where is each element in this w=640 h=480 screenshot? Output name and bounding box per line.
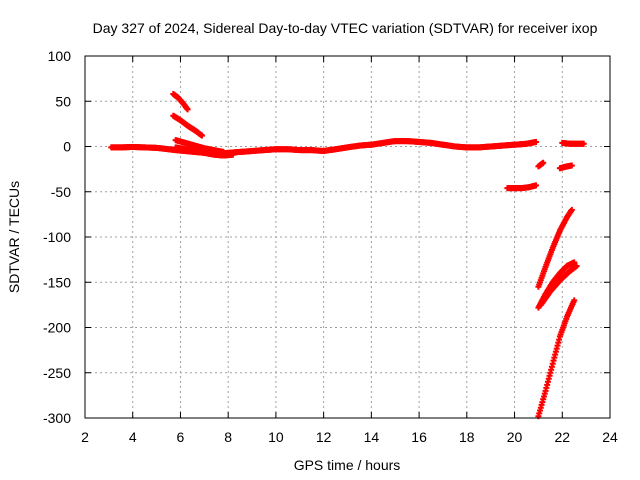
x-tick-label: 10 bbox=[268, 429, 284, 445]
series-late-short-1 bbox=[535, 159, 547, 170]
series-late-short-2 bbox=[556, 162, 575, 172]
grid bbox=[85, 56, 610, 418]
x-tick-label: 18 bbox=[459, 429, 475, 445]
data-point bbox=[198, 132, 205, 139]
x-tick-label: 24 bbox=[602, 429, 618, 445]
x-tick-label: 14 bbox=[364, 429, 380, 445]
y-tick-label: -250 bbox=[43, 365, 71, 381]
y-tick-label: -300 bbox=[43, 410, 71, 426]
series-late-flat bbox=[504, 182, 540, 192]
series-drop-3 bbox=[537, 262, 580, 308]
series-drop-4 bbox=[535, 297, 578, 420]
series-arc-2 bbox=[170, 112, 205, 139]
data-point bbox=[568, 206, 575, 213]
series-late-top bbox=[559, 139, 587, 147]
data-point bbox=[533, 138, 540, 145]
y-tick-label: 100 bbox=[48, 48, 72, 64]
data-point bbox=[184, 106, 191, 113]
series-arc-1 bbox=[170, 91, 191, 113]
y-tick-label: -100 bbox=[43, 229, 71, 245]
x-tick-label: 20 bbox=[507, 429, 523, 445]
x-tick-label: 12 bbox=[316, 429, 332, 445]
y-tick-label: 0 bbox=[63, 139, 71, 155]
data-point bbox=[540, 159, 547, 166]
y-tick-label: -200 bbox=[43, 320, 71, 336]
y-axis-label: SDTVAR / TECUs bbox=[6, 181, 22, 293]
data-point bbox=[573, 262, 580, 269]
x-tick-label: 2 bbox=[81, 429, 89, 445]
data-point bbox=[571, 297, 578, 304]
data-point bbox=[568, 162, 575, 169]
data-point bbox=[533, 182, 540, 189]
x-tick-label: 22 bbox=[554, 429, 570, 445]
y-tick-label: -150 bbox=[43, 274, 71, 290]
chart-title: Day 327 of 2024, Sidereal Day-to-day VTE… bbox=[93, 20, 598, 36]
x-tick-label: 16 bbox=[411, 429, 427, 445]
axis-ticks: 2 4 6 8 10 12 14 16 18 20 22 24100500-50-100-150-20… bbox=[43, 48, 618, 445]
y-tick-label: -50 bbox=[51, 184, 71, 200]
data-point bbox=[229, 151, 236, 158]
data-points bbox=[108, 91, 587, 420]
x-axis-label: GPS time / hours bbox=[294, 457, 401, 473]
data-point bbox=[580, 140, 587, 147]
series-drop-1 bbox=[535, 206, 575, 290]
y-tick-label: 50 bbox=[55, 93, 71, 109]
x-tick-label: 8 bbox=[224, 429, 232, 445]
x-tick-label: 4 bbox=[129, 429, 137, 445]
series-arc-4 bbox=[172, 144, 236, 159]
x-tick-label: 6 bbox=[177, 429, 185, 445]
